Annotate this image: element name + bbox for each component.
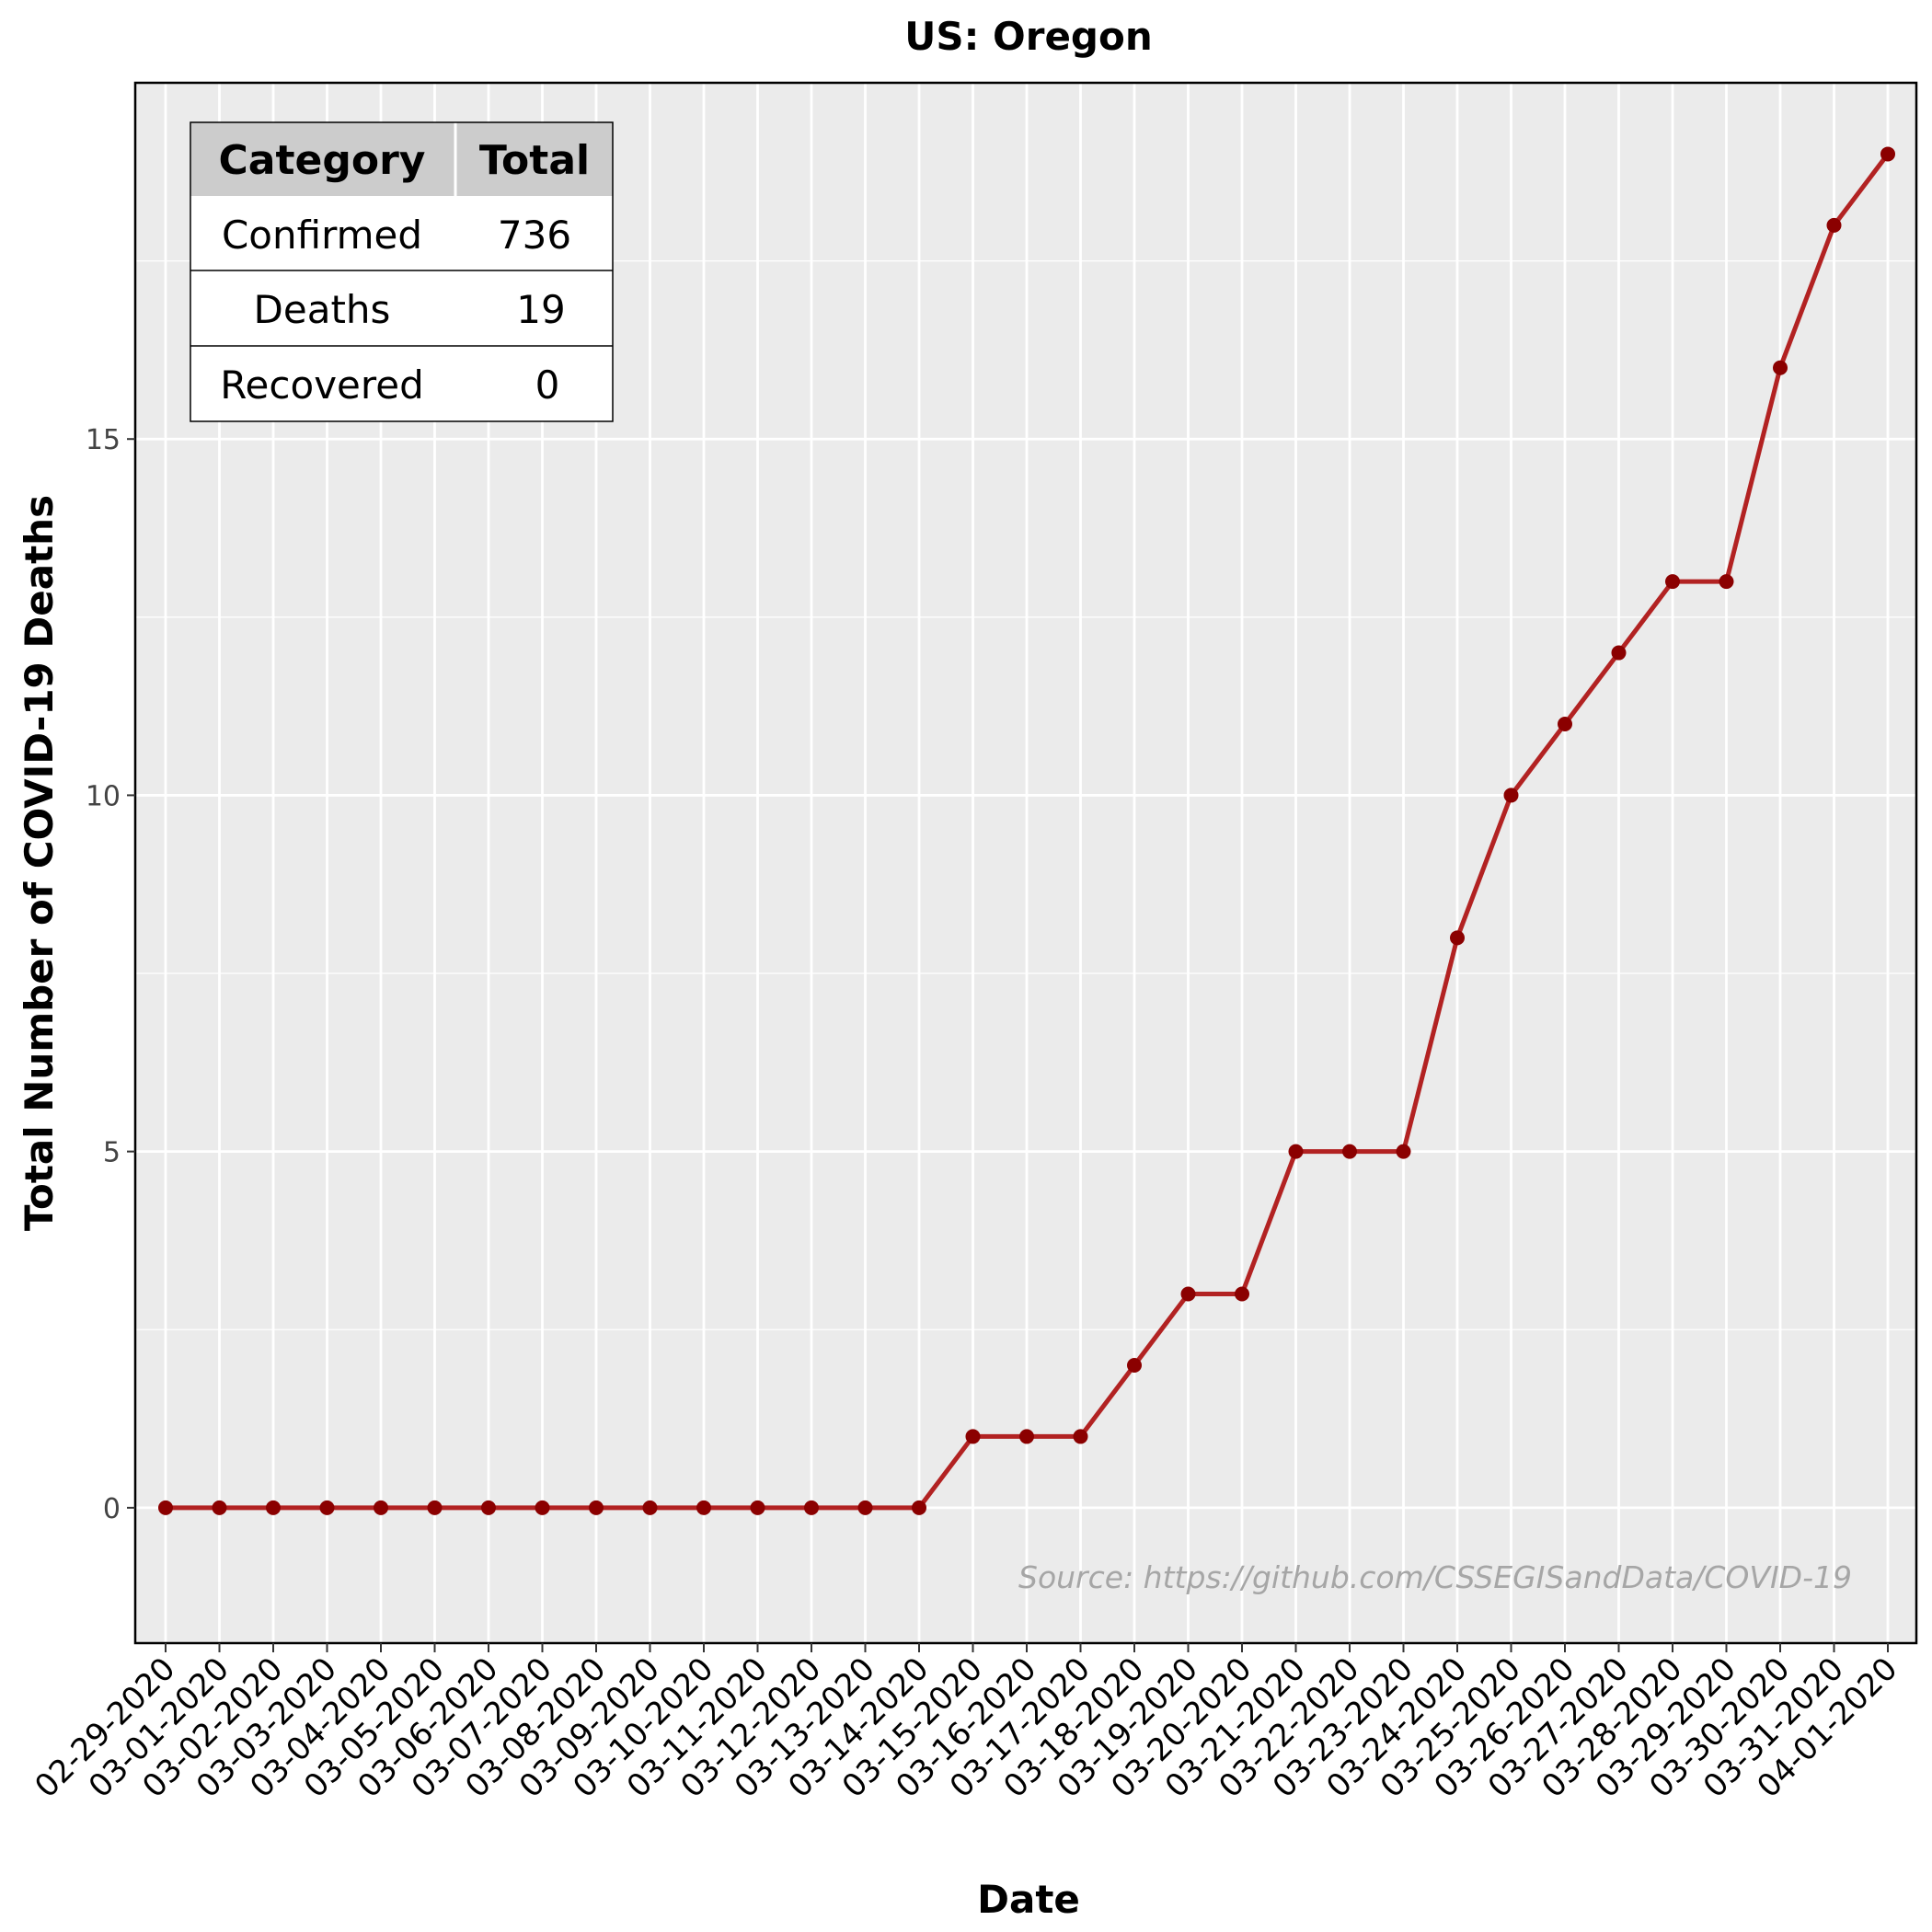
y-tick-label: 15 [86, 424, 121, 456]
data-point [427, 1500, 443, 1515]
table-header-total: Total [479, 137, 590, 184]
data-point [481, 1500, 496, 1515]
y-tick-label: 5 [103, 1137, 121, 1169]
y-tick-label: 10 [86, 780, 121, 812]
data-point [1288, 1144, 1304, 1159]
data-point [1450, 930, 1465, 946]
data-point [1235, 1286, 1249, 1302]
data-point [1880, 146, 1895, 162]
data-point [1665, 574, 1680, 590]
data-point [1503, 788, 1519, 803]
data-point [696, 1500, 711, 1515]
data-point [589, 1500, 604, 1515]
source-annotation: Source: https://github.com/CSSEGISandDat… [1018, 1559, 1852, 1595]
data-point [750, 1500, 765, 1515]
data-point [642, 1500, 658, 1515]
table-border [190, 121, 614, 422]
table-cell-confirmed-label: Confirmed [222, 213, 422, 258]
table-cell-recovered-value: 0 [535, 362, 560, 408]
chart-title: US: Oregon [904, 14, 1153, 59]
table-cell-recovered-label: Recovered [220, 362, 423, 408]
data-point [1773, 360, 1788, 375]
table-header-bg [190, 122, 613, 196]
data-point [1342, 1144, 1357, 1159]
data-point [804, 1500, 819, 1515]
table-cell-deaths-value: 19 [516, 287, 565, 332]
summary-table: Category Total Confirmed 736 Deaths 19 R… [190, 121, 614, 422]
table-cell-confirmed-value: 736 [498, 213, 571, 258]
data-point [965, 1429, 981, 1444]
data-point [1826, 217, 1842, 233]
data-point [1019, 1429, 1034, 1444]
data-point [319, 1500, 335, 1515]
series-deaths [158, 146, 1895, 1515]
data-point [1127, 1357, 1142, 1373]
x-axis-title: Date [977, 1877, 1080, 1922]
data-point [266, 1500, 281, 1515]
data-point [857, 1500, 873, 1515]
data-point [212, 1500, 227, 1515]
data-point [1558, 716, 1572, 731]
data-point [912, 1500, 926, 1515]
data-point [1611, 645, 1627, 661]
table-header-category: Category [219, 137, 426, 184]
table-body-bg [190, 196, 613, 421]
table-cell-deaths-label: Deaths [254, 287, 391, 332]
data-point [1180, 1286, 1196, 1302]
y-axis-title: Total Number of COVID-19 Deaths [17, 495, 62, 1231]
data-point [535, 1500, 550, 1515]
data-point [374, 1500, 388, 1515]
y-tick-label: 0 [103, 1493, 121, 1525]
axis-ticks: 05101502-29-202003-01-202003-02-202003-0… [28, 424, 1904, 1805]
data-point [1396, 1144, 1411, 1159]
grid [135, 83, 1916, 1643]
data-point [158, 1500, 173, 1515]
data-point [1073, 1429, 1088, 1444]
data-point [1719, 574, 1734, 590]
